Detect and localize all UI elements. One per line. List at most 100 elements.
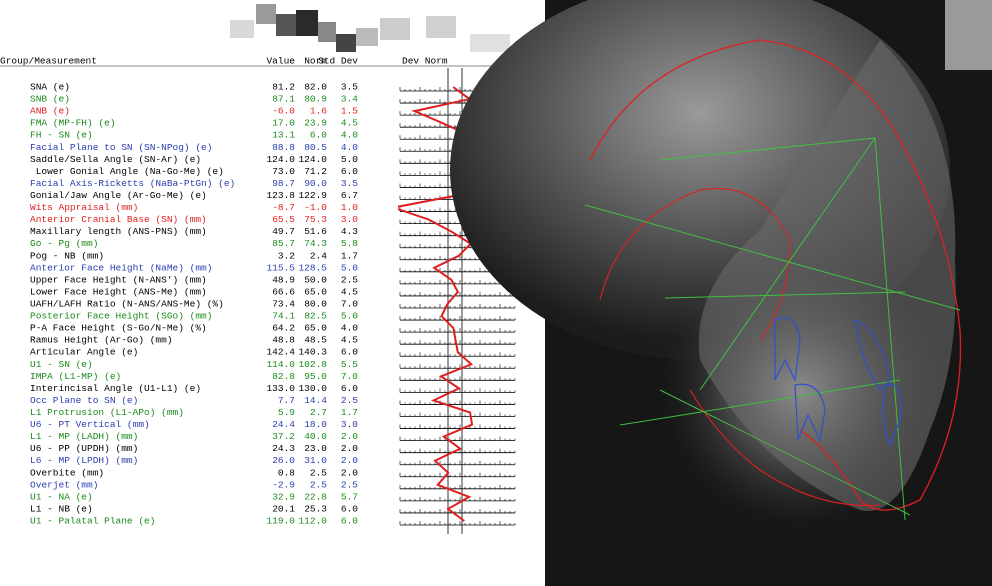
measurement-value: 66.6: [272, 286, 295, 297]
measurement-std: 3.5: [341, 82, 358, 93]
measurement-norm: 140.3: [298, 347, 327, 358]
measurement-value: 124.0: [266, 154, 295, 165]
measurement-name: Facial Axis-Ricketts (NaBa-PtGn) (e): [30, 178, 235, 189]
measurement-std: 6.0: [341, 347, 358, 358]
measurement-std: 5.0: [341, 154, 358, 165]
measurement-std: 2.0: [341, 431, 358, 442]
measurement-std: 6.0: [341, 166, 358, 177]
measurement-std: 4.0: [341, 130, 358, 141]
measurement-norm: 130.0: [298, 383, 327, 394]
measurement-value: 142.4: [266, 347, 295, 358]
measurement-norm: 22.8: [304, 491, 327, 502]
measurement-value: 7.7: [278, 395, 295, 406]
measurement-norm: 74.3: [304, 238, 327, 249]
measurement-name: P-A Face Height (S-Go/N-Me) (%): [30, 323, 207, 334]
measurement-std: 4.5: [341, 335, 358, 346]
measurement-name: ANB (e): [30, 106, 70, 117]
measurement-name: FMA (MP-FH) (e): [30, 118, 116, 129]
measurement-name: Ramus Height (Ar-Go) (mm): [30, 335, 173, 346]
measurement-std: 2.0: [341, 455, 358, 466]
measurement-value: 49.7: [272, 226, 295, 237]
column-header: Norm: [304, 56, 327, 67]
measurement-std: 6.0: [341, 516, 358, 527]
measurement-norm: 102.8: [298, 359, 327, 370]
measurement-norm: 128.5: [298, 262, 327, 273]
measurement-value: 26.0: [272, 455, 295, 466]
measurement-value: 73.0: [272, 166, 295, 177]
measurement-name: L1 - NB (e): [30, 503, 93, 514]
measurement-std: 5.0: [341, 311, 358, 322]
measurement-std: 3.0: [341, 419, 358, 430]
column-header: Value: [266, 56, 295, 67]
column-header: Std Dev: [318, 56, 358, 67]
measurement-norm: 80.5: [304, 142, 327, 153]
measurement-name: U6 - PP (UPDH) (mm): [30, 443, 138, 454]
measurement-name: Go - Pg (mm): [30, 238, 98, 249]
measurement-value: -2.9: [272, 479, 295, 490]
measurement-name: L1 - MP (LADH) (mm): [30, 431, 138, 442]
measurement-std: 3.0: [341, 214, 358, 225]
measurement-value: 123.8: [266, 190, 295, 201]
measurement-name: Pog - NB (mm): [30, 250, 104, 261]
measurement-name: Upper Face Height (N-ANS') (mm): [30, 274, 207, 285]
measurement-value: 133.0: [266, 383, 295, 394]
measurement-name: Posterior Face Height (SGo) (mm): [30, 311, 212, 322]
measurement-norm: -1.0: [304, 202, 327, 213]
measurement-norm: 75.3: [304, 214, 327, 225]
measurement-std: 1.0: [341, 202, 358, 213]
measurement-norm: 2.5: [310, 467, 327, 478]
measurement-name: Interincisal Angle (U1-L1) (e): [30, 383, 201, 394]
measurement-name: Overbite (mm): [30, 467, 104, 478]
measurement-std: 4.3: [341, 226, 358, 237]
measurement-norm: 80.9: [304, 94, 327, 105]
measurement-std: 6.7: [341, 190, 358, 201]
measurement-norm: 51.6: [304, 226, 327, 237]
measurement-name: U1 - SN (e): [30, 359, 93, 370]
measurement-value: 82.8: [272, 371, 295, 382]
measurement-std: 6.0: [341, 383, 358, 394]
measurement-name: Gonial/Jaw Angle (Ar-Go-Me) (e): [30, 190, 207, 201]
measurement-value: 24.3: [272, 443, 295, 454]
measurement-norm: 90.0: [304, 178, 327, 189]
measurement-value: 85.7: [272, 238, 295, 249]
measurement-norm: 18.0: [304, 419, 327, 430]
measurement-name: FH - SN (e): [30, 130, 93, 141]
measurement-norm: 50.0: [304, 274, 327, 285]
measurement-value: 87.1: [272, 94, 295, 105]
measurement-std: 5.0: [341, 262, 358, 273]
column-header: Group/Measurement: [0, 56, 97, 67]
measurement-name: Maxillary length (ANS-PNS) (mm): [30, 226, 207, 237]
measurement-value: 74.1: [272, 311, 295, 322]
measurement-std: 2.0: [341, 443, 358, 454]
blurred-title: [230, 4, 510, 52]
measurement-norm: 48.5: [304, 335, 327, 346]
measurement-norm: 122.9: [298, 190, 327, 201]
measurement-value: 119.0: [266, 516, 295, 527]
measurement-std: 4.0: [341, 323, 358, 334]
measurement-norm: 82.0: [304, 82, 327, 93]
measurement-norm: 82.5: [304, 311, 327, 322]
measurement-name: SNB (e): [30, 94, 70, 105]
measurement-value: 13.1: [272, 130, 295, 141]
measurement-norm: 2.7: [310, 407, 327, 418]
measurement-norm: 95.0: [304, 371, 327, 382]
measurement-std: 4.5: [341, 118, 358, 129]
measurement-name: L6 - MP (LPDH) (mm): [30, 455, 138, 466]
measurement-norm: 65.0: [304, 286, 327, 297]
measurement-std: 5.5: [341, 359, 358, 370]
measurement-name: L1 Protrusion (L1-APo) (mm): [30, 407, 184, 418]
measurement-name: Wits Appraisal (mm): [30, 202, 138, 213]
measurement-std: 1.7: [341, 250, 358, 261]
measurement-norm: 40.0: [304, 431, 327, 442]
measurement-norm: 23.9: [304, 118, 327, 129]
measurement-std: 4.5: [341, 286, 358, 297]
measurement-std: 1.5: [341, 106, 358, 117]
measurement-norm: 80.0: [304, 299, 327, 310]
measurement-value: 32.9: [272, 491, 295, 502]
measurement-std: 2.5: [341, 479, 358, 490]
measurement-value: 115.5: [266, 262, 295, 273]
measurement-name: SNA (e): [30, 82, 70, 93]
xray-image: [450, 0, 992, 586]
measurement-norm: 14.4: [304, 395, 327, 406]
measurement-name: U1 - NA (e): [30, 491, 93, 502]
